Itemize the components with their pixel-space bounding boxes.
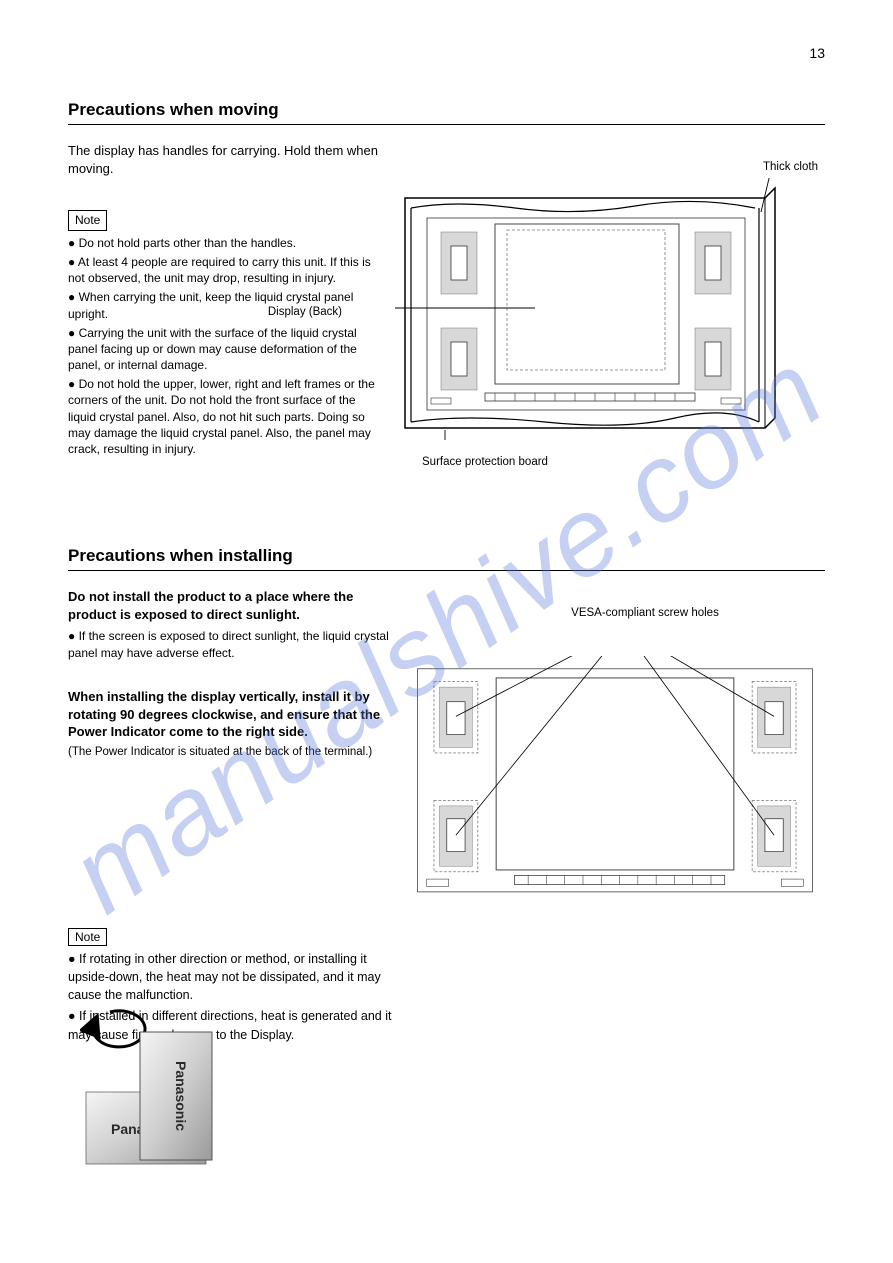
label-protection-board: Surface protection board [422, 455, 622, 470]
list-item: ● Carrying the unit with the surface of … [68, 325, 378, 374]
moving-note-block: Note ● Do not hold parts other than the … [68, 210, 378, 460]
list-item: ● At least 4 people are required to carr… [68, 254, 378, 286]
section-heading-moving: Precautions when moving [68, 100, 825, 125]
moving-intro-text: The display has handles for carrying. Ho… [68, 142, 378, 178]
install-bullet1: If the screen is exposed to direct sunli… [68, 629, 389, 660]
list-item: ● Do not hold the upper, lower, right an… [68, 376, 378, 457]
label-vesa-holes: VESA-compliant screw holes [555, 606, 735, 621]
page-number: 13 [809, 45, 825, 61]
install-para2-bold: When installing the display vertically, … [68, 688, 398, 741]
note-label: Note [68, 210, 107, 231]
install-text-block-1: Do not install the product to a place wh… [68, 588, 398, 662]
diagram-vesa [395, 656, 835, 912]
brand-text-portrait: Panasonic [173, 1061, 189, 1131]
label-display-back: Display (Back) [172, 305, 342, 320]
label-thick-cloth: Thick cloth [763, 160, 835, 175]
install-para2-sub: (The Power Indicator is situated at the … [68, 744, 398, 760]
install-text-block-2: When installing the display vertically, … [68, 688, 398, 760]
note-label-2: Note [68, 928, 107, 946]
diagram-rotation: Panasonic Panasonic [80, 994, 260, 1204]
install-para1: Do not install the product to a place wh… [68, 588, 398, 624]
diagram-moving [395, 178, 785, 440]
list-item: ● Do not hold parts other than the handl… [68, 235, 378, 251]
section-heading-installing: Precautions when installing [68, 546, 825, 571]
